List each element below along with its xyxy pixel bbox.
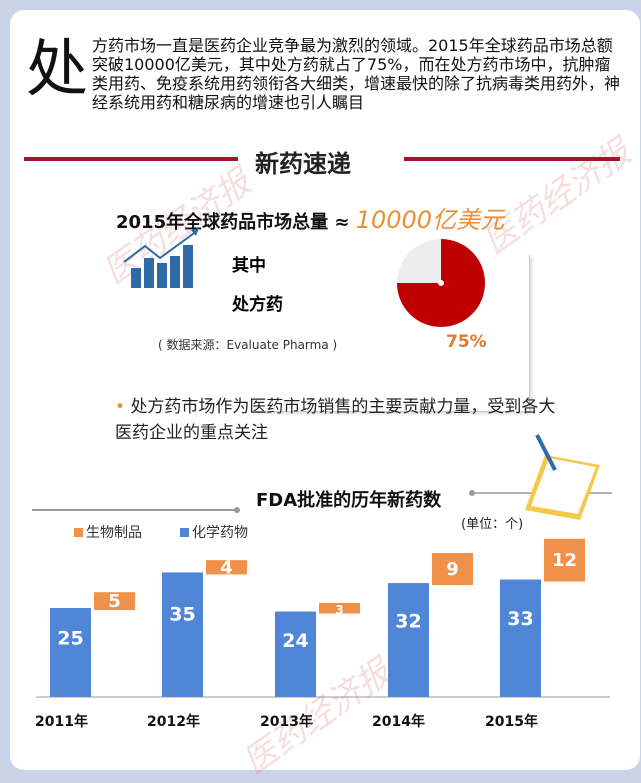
bullet-text: • 处方药市场作为医药市场销售的主要贡献力量，受到各大医药企业的重点关注 — [115, 397, 556, 443]
bar-biologics — [206, 560, 247, 575]
intro-text: 方药市场一直是医药企业竞争最为激烈的领域。2015年全球药品市场总额突破1000… — [92, 36, 621, 112]
bar-biologics — [319, 602, 360, 614]
divider — [404, 157, 620, 161]
drop-cap: 处 — [26, 32, 89, 105]
bar-label-biologics: 3 — [335, 603, 343, 617]
x-tick-label: 2014年 — [372, 714, 425, 730]
bar-biologics — [432, 553, 473, 586]
pie-percent-label: 75% — [446, 332, 487, 352]
bar-label-biologics: 9 — [446, 559, 459, 580]
pie-panel — [255, 255, 530, 412]
legend-swatch — [180, 528, 189, 537]
bar-chemical — [50, 608, 91, 697]
bar-label-biologics: 12 — [552, 550, 577, 571]
x-tick-label: 2013年 — [260, 714, 313, 730]
bullet-content: 处方药市场作为医药市场销售的主要贡献力量，受到各大医药企业的重点关注 — [115, 397, 556, 443]
bar-chemical — [388, 583, 429, 697]
x-tick-label: 2012年 — [147, 714, 200, 730]
legend-biologics: 生物制品 — [74, 522, 142, 542]
market-value: 10000亿美元 — [355, 206, 505, 234]
bar-biologics — [544, 538, 585, 582]
bar-label-chemical: 33 — [507, 608, 533, 630]
bar-chemical — [500, 579, 541, 697]
x-tick-label: 2011年 — [35, 714, 88, 730]
legend-label: 化学药物 — [192, 525, 248, 541]
market-label: 2015年全球药品市场总量 ≈ — [116, 212, 356, 233]
bar-label-chemical: 25 — [57, 627, 83, 649]
graphics: 25 5 35 4 24 3 32 9 33 12 — [32, 228, 612, 698]
bar-chemical — [275, 611, 316, 697]
legend-label: 生物制品 — [86, 525, 142, 541]
subtitle-qizhong: 其中 — [232, 256, 266, 276]
bar-chemical — [162, 572, 203, 697]
bar-label-biologics: 4 — [220, 557, 233, 578]
bar-biologics — [94, 592, 135, 610]
bar-label-chemical: 32 — [395, 611, 421, 633]
clipboard-icon — [525, 434, 600, 520]
market-total: 2015年全球药品市场总量 ≈ 10000亿美元 — [116, 200, 504, 235]
subtitle-prescription: 处方药 — [232, 295, 283, 315]
chart-unit: (单位：个) — [461, 517, 524, 532]
legend-chemical: 化学药物 — [180, 522, 248, 542]
legend-swatch — [74, 528, 83, 537]
section-title: 新药速递 — [255, 150, 351, 178]
chart-title: FDA批准的历年新药数 — [256, 490, 442, 511]
x-tick-label: 2015年 — [485, 714, 538, 730]
bar-label-biologics: 5 — [108, 591, 121, 612]
trend-chart-icon — [123, 228, 199, 288]
bar-label-chemical: 35 — [169, 603, 195, 625]
bar-label-chemical: 24 — [282, 630, 308, 652]
divider — [24, 157, 238, 161]
data-source: ( 数据来源：Evaluate Pharma ) — [158, 338, 338, 352]
